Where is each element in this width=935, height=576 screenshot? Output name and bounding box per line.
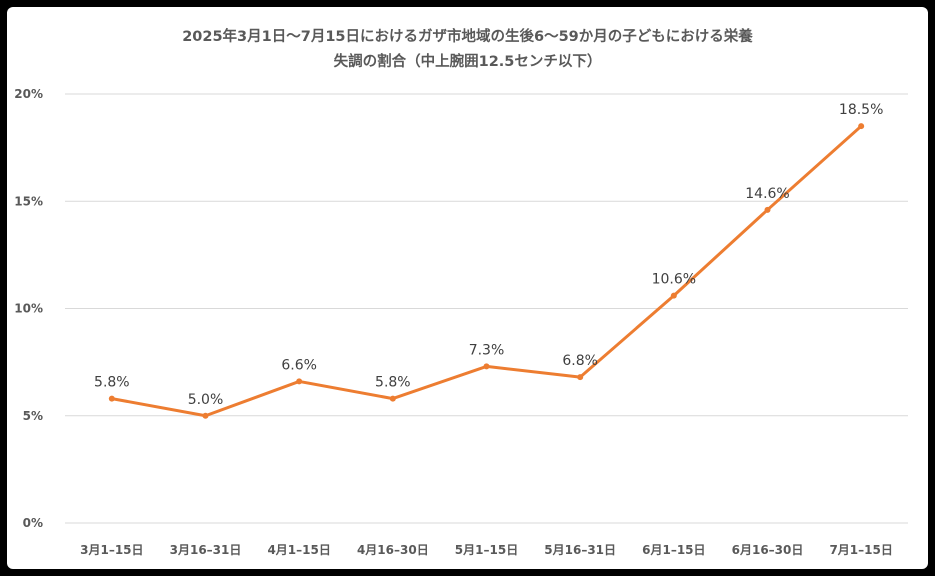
data-point xyxy=(108,395,115,402)
y-tick-label: 10% xyxy=(14,302,43,316)
data-label: 10.6% xyxy=(652,272,696,288)
x-tick-label: 4月16–30日 xyxy=(357,543,429,557)
data-label: 18.5% xyxy=(839,102,883,118)
data-label: 7.3% xyxy=(469,342,505,358)
x-tick-label: 3月16–31日 xyxy=(170,543,242,557)
data-point xyxy=(858,123,865,130)
data-label: 6.6% xyxy=(281,357,317,373)
chart-title-line1: 2025年3月1日〜7月15日におけるガザ市地域の生後6〜59か月の子どもにおけ… xyxy=(182,29,753,45)
x-tick-label: 3月1–15日 xyxy=(80,543,143,557)
data-label: 5.8% xyxy=(94,375,130,391)
data-point xyxy=(577,374,584,381)
data-label: 5.0% xyxy=(188,392,224,408)
series-line xyxy=(110,124,863,418)
data-label: 14.6% xyxy=(745,186,789,202)
chart-title-line2: 失調の割合（中上腕囲12.5センチ以下） xyxy=(333,54,602,70)
chart-frame: 2025年3月1日〜7月15日におけるガザ市地域の生後6〜59か月の子どもにおけ… xyxy=(7,7,928,569)
x-tick-label: 6月1–15日 xyxy=(642,543,705,557)
y-tick-label: 5% xyxy=(23,409,43,423)
data-point xyxy=(764,206,771,213)
y-tick-label: 20% xyxy=(14,87,43,101)
x-tick-label: 5月16–31日 xyxy=(544,543,616,557)
data-point xyxy=(389,395,396,402)
data-point xyxy=(296,378,303,385)
x-tick-label: 7月1–15日 xyxy=(829,543,892,557)
data-label: 5.8% xyxy=(375,375,411,391)
data-label: 6.8% xyxy=(562,353,598,369)
x-tick-label: 4月1–15日 xyxy=(267,543,330,557)
line-chart: 0% 5% 10% 15% 20% 3月1–15日 3月16–31日 4月1–15日 4月16–… xyxy=(14,87,908,557)
x-tick-label: 6月16–30日 xyxy=(732,543,804,557)
y-tick-label: 0% xyxy=(23,516,43,530)
data-point xyxy=(670,292,677,299)
chart-title: 2025年3月1日〜7月15日におけるガザ市地域の生後6〜59か月の子どもにおけ… xyxy=(7,25,928,75)
y-tick-label: 15% xyxy=(14,194,43,208)
x-tick-label: 5月1–15日 xyxy=(455,543,518,557)
data-point xyxy=(483,363,490,370)
data-point xyxy=(202,412,209,419)
